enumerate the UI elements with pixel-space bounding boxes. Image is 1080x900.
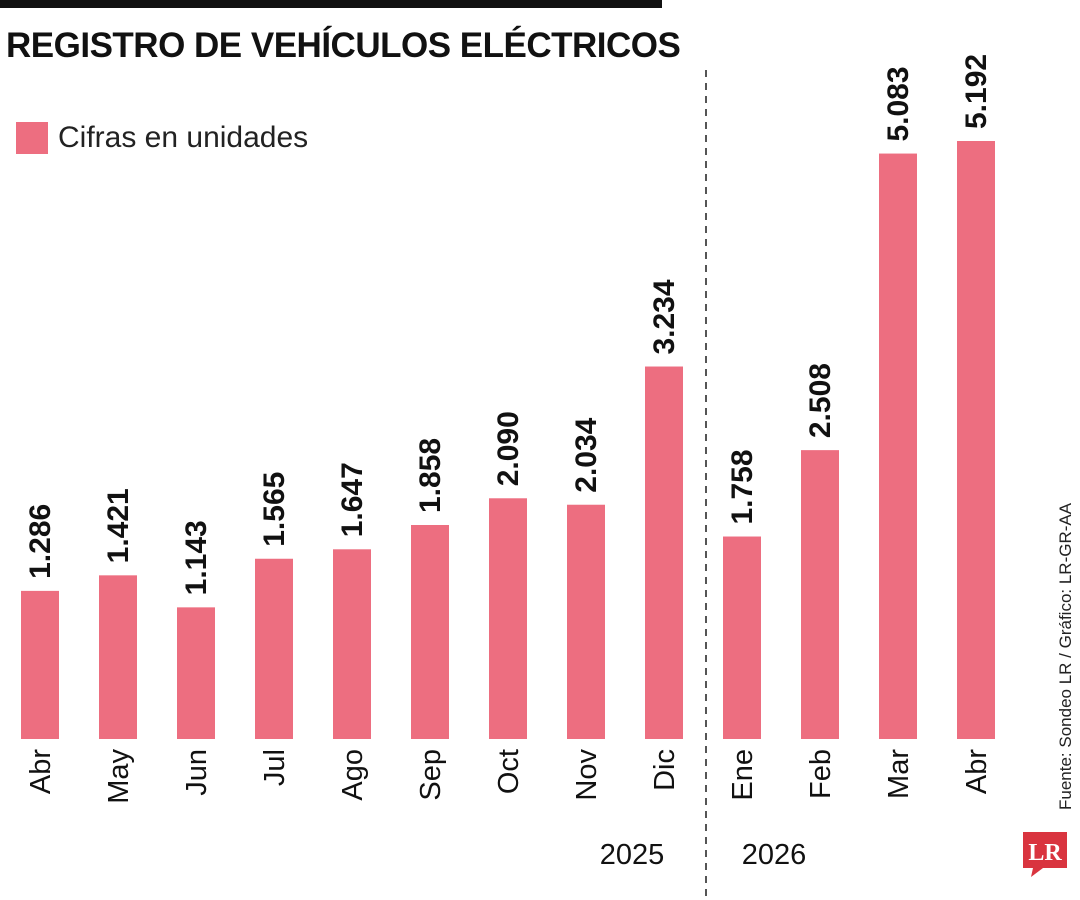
x-tick-label: Mar — [883, 749, 915, 799]
bar — [879, 153, 917, 739]
chart-title: REGISTRO DE VEHÍCULOS ELÉCTRICOS — [6, 26, 681, 65]
x-tick-label: Nov — [571, 749, 603, 801]
bar — [567, 504, 605, 739]
bar — [645, 366, 683, 739]
bar — [723, 536, 761, 739]
bar — [411, 525, 449, 739]
bar — [21, 590, 59, 739]
bar-value-label: 1.647 — [336, 462, 369, 537]
source-note: Fuente: Sondeo LR / Gráfico: LR-GR-AA — [1056, 502, 1075, 810]
x-tick-label: Dic — [649, 749, 681, 791]
legend: Cifras en unidades — [16, 121, 308, 155]
bar-value-label: 2.034 — [570, 417, 603, 492]
bar-value-label: 1.758 — [726, 449, 759, 524]
x-tick-label: Ene — [727, 749, 759, 801]
x-tick-label: Ago — [337, 749, 369, 801]
bar-value-label: 2.508 — [804, 363, 837, 438]
x-tick-label: Jun — [181, 749, 213, 796]
x-tick-label: Abr — [25, 749, 57, 794]
x-tick-label: Abr — [961, 749, 993, 794]
bar-value-label: 2.090 — [492, 411, 525, 486]
bar-value-label: 1.858 — [414, 438, 447, 513]
bar-value-label: 5.192 — [960, 54, 993, 129]
year-label: 2025 — [600, 839, 665, 871]
bar — [801, 450, 839, 739]
bar-value-label: 1.286 — [24, 504, 57, 579]
bar — [99, 575, 137, 739]
x-tick-label: Oct — [493, 749, 525, 794]
bar-value-label: 1.565 — [258, 472, 291, 547]
year-label: 2026 — [742, 839, 807, 871]
bar — [489, 498, 527, 739]
x-tick-label: Jul — [259, 749, 291, 786]
x-tick-label: May — [103, 749, 135, 804]
bar-value-label: 1.421 — [102, 488, 135, 563]
x-tick-label: Sep — [415, 749, 447, 801]
legend-label: Cifras en unidades — [58, 121, 309, 154]
top-rule — [0, 0, 662, 8]
legend-swatch — [16, 122, 48, 154]
bar — [177, 607, 215, 739]
x-tick-label: Feb — [805, 749, 837, 799]
bar — [957, 141, 995, 739]
lr-logo: LR — [1023, 832, 1067, 877]
bar — [255, 558, 293, 739]
bar-value-label: 3.234 — [648, 279, 681, 354]
bar-value-label: 5.083 — [882, 66, 915, 141]
logo-text: LR — [1028, 840, 1062, 866]
bar-value-label: 1.143 — [180, 520, 213, 595]
bar — [333, 549, 371, 739]
